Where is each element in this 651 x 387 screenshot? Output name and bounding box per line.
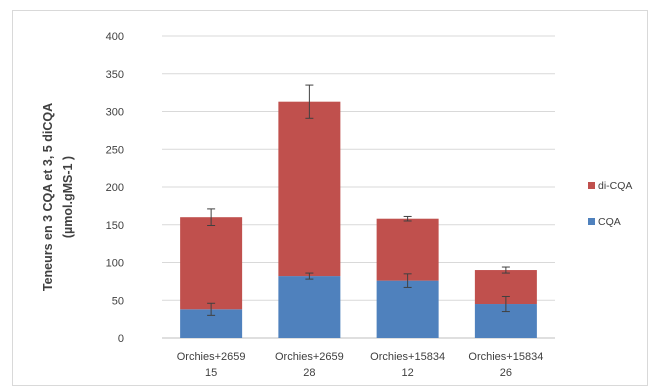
y-tick-label: 0 bbox=[118, 333, 124, 345]
bars bbox=[180, 101, 537, 338]
legend-swatch-cqa bbox=[588, 218, 595, 225]
y-tick-label: 50 bbox=[112, 295, 124, 307]
bar-cqa bbox=[376, 280, 439, 338]
x-tick-label: 28 bbox=[303, 367, 315, 379]
legend-swatch-di-cqa bbox=[588, 182, 595, 189]
x-tick-label: Orchies+2659 bbox=[177, 351, 246, 363]
x-tick-labels: Orchies+2659 15 Orchies+2659 28 Orchies+1583… bbox=[177, 351, 544, 379]
x-tick-label: Orchies+2659 bbox=[275, 351, 344, 363]
y-tick-label: 300 bbox=[106, 107, 124, 119]
x-tick-label: 12 bbox=[402, 367, 414, 379]
x-tick-label: Orchies+15834 bbox=[370, 351, 445, 363]
y-axis-label-line: (µmol.gMS-1 ) bbox=[61, 156, 75, 238]
bar-di-cqa bbox=[278, 101, 341, 277]
y-tick-labels: 0 50 100 150 200 250 300 350 400 bbox=[106, 31, 124, 345]
bar-cqa bbox=[278, 276, 341, 338]
legend-label-cqa: CQA bbox=[598, 216, 621, 228]
legend: di-CQA CQA bbox=[588, 180, 632, 228]
x-tick-label: 15 bbox=[205, 367, 217, 379]
x-tick-label: Orchies+15834 bbox=[468, 351, 543, 363]
y-axis-label: Teneurs en 3 CQA et 3, 5 diCQA (µmol.gMS-… bbox=[41, 103, 75, 291]
x-tick-label: 26 bbox=[500, 367, 512, 379]
y-tick-label: 100 bbox=[106, 258, 124, 270]
y-tick-label: 350 bbox=[106, 69, 124, 81]
y-axis-label-line: Teneurs en 3 CQA et 3, 5 diCQA bbox=[41, 103, 55, 291]
bar-di-cqa bbox=[376, 218, 439, 281]
y-tick-label: 250 bbox=[106, 144, 124, 156]
y-tick-label: 400 bbox=[106, 31, 124, 43]
y-tick-label: 150 bbox=[106, 220, 124, 232]
legend-label-di-cqa: di-CQA bbox=[598, 180, 632, 192]
error-bars bbox=[207, 84, 510, 316]
y-tick-label: 200 bbox=[106, 182, 124, 194]
bar-di-cqa bbox=[180, 217, 243, 310]
